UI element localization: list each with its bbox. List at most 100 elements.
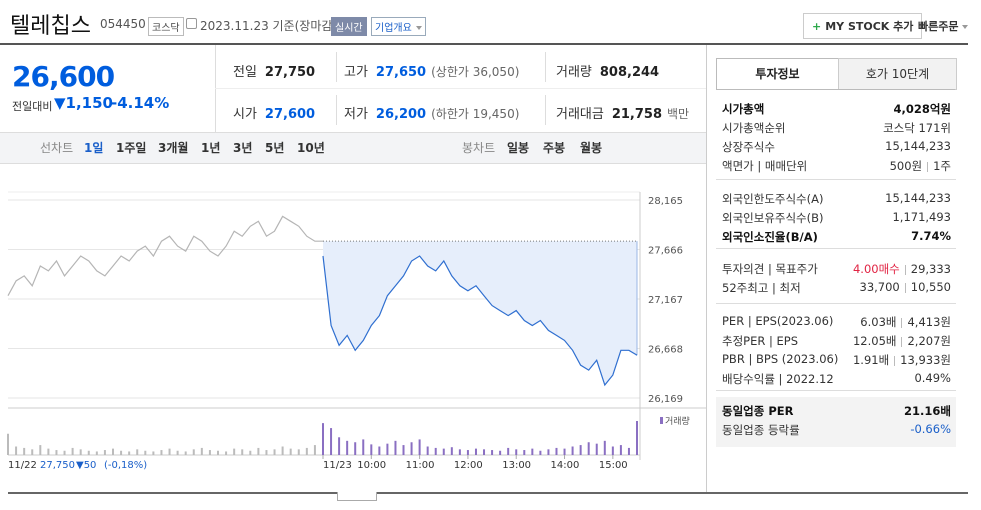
- volume-bar: [7, 433, 9, 455]
- header-rule: [0, 43, 968, 45]
- quote-cell: 저가 26,200 (하한가 19,450): [344, 103, 519, 122]
- prev-percent: (-0,18%): [104, 460, 147, 471]
- volume-bar: [39, 445, 42, 455]
- period-tab[interactable]: 3년: [233, 141, 253, 155]
- cell-extra: (하한가 19,450): [431, 107, 520, 121]
- volume-bar: [87, 450, 90, 455]
- info-part: 1,171,493: [892, 210, 951, 224]
- info-label-text: PBR | BPS (2023.06): [722, 352, 839, 366]
- candle-tab[interactable]: 주봉: [543, 141, 566, 155]
- info-label: PER | EPS(2023.06): [722, 314, 833, 328]
- volume-bar: [249, 450, 252, 455]
- info-row: PBR | BPS (2023.06) 1.91배 13,933원: [722, 352, 951, 371]
- tab-rule: [716, 89, 955, 90]
- collapse-handle[interactable]: [337, 492, 377, 501]
- candle-tab[interactable]: 일봉: [507, 141, 530, 155]
- divider: [215, 88, 706, 89]
- cell-label: 시가: [233, 107, 257, 122]
- volume-bar: [273, 449, 276, 455]
- info-label: 외국인소진율(B/A): [722, 229, 818, 245]
- period-tab[interactable]: 5년: [265, 141, 285, 155]
- info-part: 10,550: [910, 280, 951, 294]
- candle-tab[interactable]: 월봉: [580, 141, 603, 155]
- info-label: 외국인보유주식수(B): [722, 210, 824, 226]
- period-tab[interactable]: 10년: [297, 141, 325, 155]
- info-part: 13,933원: [900, 353, 951, 367]
- tab-group-label: 봉차트: [462, 141, 496, 155]
- cell-value: 27,650: [375, 65, 427, 80]
- period-tab[interactable]: 3개월: [158, 141, 189, 155]
- orderbook-tab[interactable]: 호가 10단계: [838, 58, 957, 90]
- info-row: 배당수익률 | 2022.12 0.49%: [722, 371, 951, 390]
- info-label: 외국인한도주식수(A): [722, 191, 823, 207]
- volume-bar: [305, 447, 308, 455]
- info-value: 4,028억원: [893, 101, 951, 117]
- volume-bar: [619, 445, 622, 455]
- volume-bar: [71, 447, 74, 455]
- volume-bar: [208, 450, 211, 455]
- volume-bar: [47, 448, 50, 455]
- cell-label: 거래량: [556, 65, 592, 80]
- volume-bar: [426, 446, 429, 455]
- info-label: 배당수익률 | 2022.12: [722, 371, 834, 387]
- mystock-button[interactable]: + MY STOCK 추가: [803, 13, 923, 39]
- volume-bar: [603, 440, 606, 455]
- overview-button[interactable]: 기업개요: [371, 17, 426, 36]
- volume-bar: [523, 450, 526, 455]
- info-part: 29,333: [910, 262, 951, 276]
- volume-bar: [611, 446, 614, 455]
- tab-group-label: 선차트: [40, 141, 74, 155]
- cell-label: 고가: [344, 65, 368, 80]
- change-amount: ▼1,150: [54, 94, 113, 112]
- info-label: 상장주식수: [722, 139, 775, 155]
- volume-bar: [330, 428, 333, 455]
- stock-name: 텔레칩스: [10, 14, 91, 39]
- volume-bar: [378, 446, 381, 455]
- volume-bar: [587, 442, 590, 455]
- cell-label: 거래대금: [556, 107, 604, 122]
- volume-bar: [531, 448, 534, 455]
- info-row: 외국인한도주식수(A) 15,144,233: [722, 191, 951, 210]
- info-label: 시가총액: [722, 101, 764, 117]
- volume-bar: [144, 450, 147, 455]
- group-rule: [716, 303, 956, 304]
- quick-order[interactable]: 빠른주문: [918, 18, 969, 34]
- y-tick-label: 27,666: [648, 246, 683, 257]
- quote-cell: 거래량 808,244: [556, 61, 659, 80]
- volume-bar: [563, 448, 566, 455]
- info-label: 동일업종 등락률: [722, 422, 800, 438]
- volume-bar: [636, 421, 638, 455]
- info-row: 동일업종 PER 21.16배: [722, 403, 951, 422]
- info-label-text: 동일업종 등락률: [722, 423, 800, 437]
- info-value: 12.05배 2,207원: [853, 333, 951, 349]
- invest-tab[interactable]: 투자정보: [716, 58, 839, 89]
- volume-bar: [627, 447, 630, 455]
- realtime-badge[interactable]: 실시간: [331, 17, 367, 36]
- volume-bar: [63, 450, 66, 455]
- period-tab[interactable]: 1주일: [116, 141, 147, 155]
- info-value: 0.49%: [914, 371, 951, 385]
- separator: [927, 161, 929, 172]
- cell-extra: 백만: [667, 107, 690, 121]
- quote-cell: 거래대금 21,758 백만: [556, 103, 689, 122]
- volume-bar: [23, 447, 26, 455]
- period-tab[interactable]: 1년: [201, 141, 221, 155]
- volume-bar: [386, 443, 389, 455]
- volume-bar: [362, 439, 365, 455]
- volume-bar: [225, 451, 228, 455]
- info-label-text: 시가총액순위: [722, 121, 786, 135]
- group-rule: [716, 390, 956, 391]
- volume-bar: [346, 440, 349, 455]
- volume-legend-swatch: [660, 417, 663, 424]
- info-label-text: 동일업종 PER: [722, 404, 794, 418]
- x-label: 11/22: [8, 460, 37, 471]
- info-label: 52주최고 | 최저: [722, 280, 801, 296]
- info-row: 52주최고 | 최저 33,700 10,550: [722, 280, 951, 299]
- info-row: 액면가 | 매매단위 500원 1주: [722, 158, 951, 177]
- cell-value: 27,600: [264, 107, 316, 122]
- info-part: 12.05배: [852, 334, 897, 348]
- period-tab[interactable]: 1일: [84, 141, 104, 155]
- x-label: 12:00: [454, 460, 483, 471]
- footer-rule: [8, 492, 968, 494]
